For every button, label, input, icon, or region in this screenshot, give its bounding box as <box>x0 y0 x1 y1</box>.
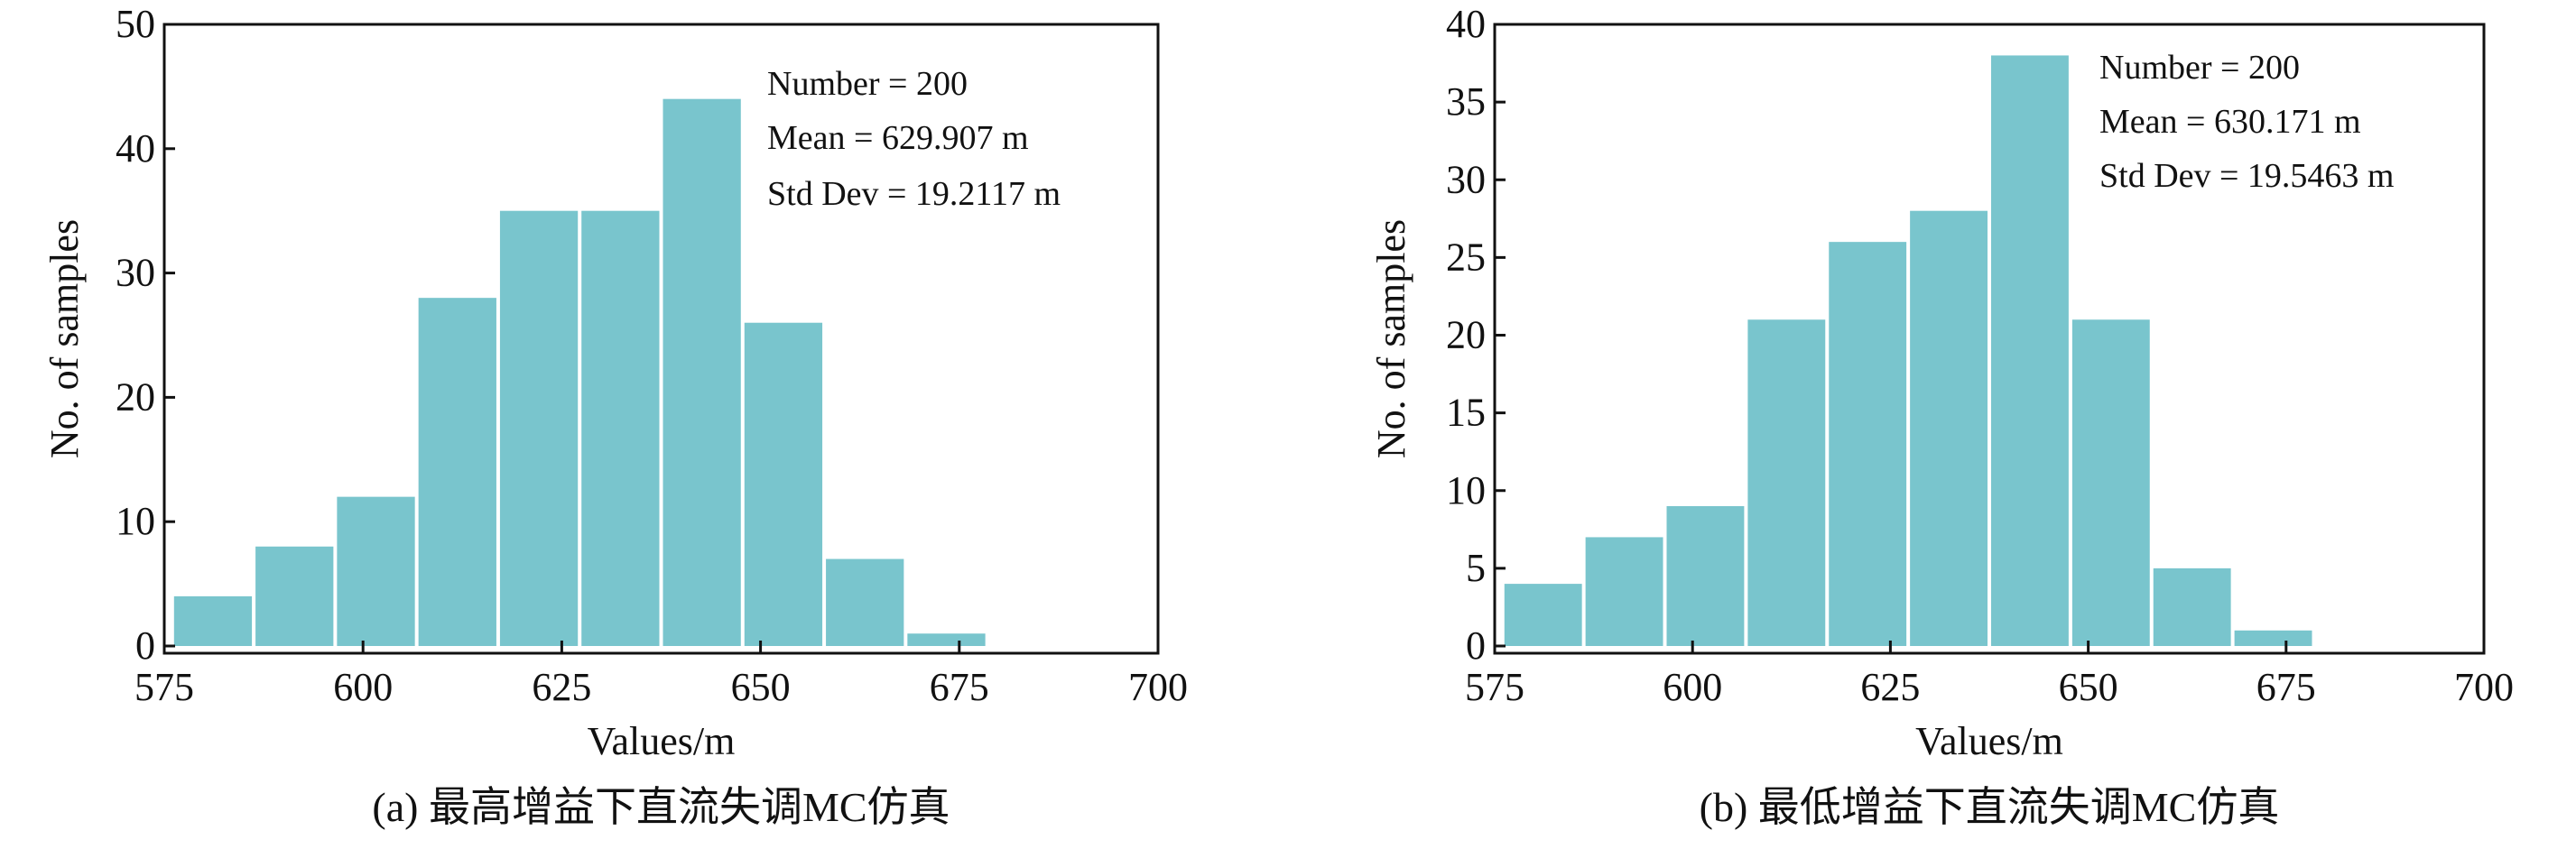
x-tick-label: 650 <box>2059 665 2118 709</box>
x-tick-label: 675 <box>930 665 989 709</box>
y-axis-label: No. of samples <box>1369 219 1413 458</box>
figure-caption: (a) 最高增益下直流失调MC仿真 <box>372 784 950 830</box>
y-axis-label: No. of samples <box>42 219 87 458</box>
x-tick-label: 650 <box>731 665 791 709</box>
histogram-bar <box>2071 319 2150 646</box>
x-tick-label: 600 <box>1663 665 1722 709</box>
y-tick-label: 30 <box>116 251 155 295</box>
histogram-bar <box>173 595 253 646</box>
x-tick-label: 575 <box>1465 665 1524 709</box>
histogram-bar <box>1666 505 1745 646</box>
x-tick-label: 625 <box>532 665 591 709</box>
x-axis-label: Values/m <box>1915 719 2063 763</box>
stats-annotation: Mean = 630.171 m <box>2099 103 2361 141</box>
y-tick-label: 5 <box>1466 546 1486 590</box>
y-tick-label: 40 <box>1446 2 1486 46</box>
stats-annotation: Number = 200 <box>767 65 968 103</box>
chart-panel-b: 0 5 10 15 20 25 30 35 40 575 600 625 650 675 700 Values… <box>1369 2 2514 830</box>
y-tick-label: 25 <box>1446 235 1486 279</box>
y-tick-label: 10 <box>1446 468 1486 512</box>
y-tick-label: 10 <box>116 499 155 543</box>
histogram-bar <box>255 546 334 646</box>
histogram-bar <box>826 558 904 646</box>
figure-caption: (b) 最低增益下直流失调MC仿真 <box>1700 784 2280 830</box>
y-tick-label: 20 <box>116 374 155 419</box>
histogram-bar <box>337 496 415 646</box>
histogram-bar <box>1829 242 1907 646</box>
y-tick-label: 50 <box>116 2 155 46</box>
x-tick-label: 700 <box>2454 665 2514 709</box>
x-tick-label: 700 <box>1128 665 1188 709</box>
x-tick-label: 600 <box>333 665 393 709</box>
histogram-bar <box>744 322 823 646</box>
x-tick-label: 675 <box>2256 665 2316 709</box>
histogram-bar <box>1991 55 2069 646</box>
histogram-bar <box>907 633 986 646</box>
plot-frame <box>1493 23 2486 655</box>
y-tick-label: 15 <box>1446 391 1486 435</box>
x-tick-label: 575 <box>134 665 194 709</box>
y-tick-label: 40 <box>116 126 155 171</box>
y-tick-label: 0 <box>135 623 155 668</box>
histogram-bar <box>418 298 496 646</box>
y-tick-label: 35 <box>1446 79 1486 124</box>
histogram-bar <box>1910 210 1988 646</box>
histogram-bar <box>663 98 741 647</box>
histogram-bar <box>1585 537 1663 646</box>
stats-annotation: Std Dev = 19.2117 m <box>767 175 1061 213</box>
y-tick-label: 0 <box>1466 623 1486 668</box>
plot-frame <box>162 23 1160 655</box>
histogram-bar <box>1747 319 1826 646</box>
histogram-bar <box>2153 568 2231 646</box>
histogram-bar <box>2234 630 2312 646</box>
x-axis-label: Values/m <box>588 719 736 763</box>
stats-annotation: Mean = 629.907 m <box>767 119 1029 157</box>
histogram-bar <box>581 210 660 646</box>
y-tick-label: 20 <box>1446 313 1486 357</box>
histogram-bar <box>499 210 579 646</box>
stats-annotation: Number = 200 <box>2099 49 2300 87</box>
histogram-bar <box>1504 584 1582 646</box>
stats-annotation: Std Dev = 19.5463 m <box>2099 157 2395 195</box>
x-tick-label: 625 <box>1860 665 1920 709</box>
y-tick-label: 30 <box>1446 157 1486 201</box>
chart-panel-a: 0 10 20 30 40 50 575 600 625 650 675 700 Values/m No.… <box>42 2 1188 830</box>
